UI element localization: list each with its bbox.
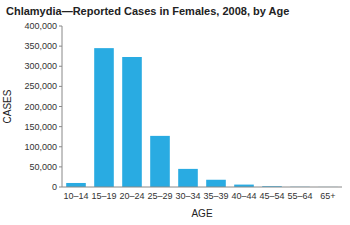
y-tick-label: 350,000 [24,41,57,51]
bar [94,48,114,187]
bar [66,183,86,187]
title: Chlamydia—Reported Cases in Females, 200… [6,5,289,17]
chart: Chlamydia—Reported Cases in Females, 200… [0,0,350,225]
x-tick-label: 20–24 [119,191,144,201]
y-tick-label: 250,000 [24,81,57,91]
y-axis-line [62,26,63,187]
y-axis-label: CASES [2,89,13,123]
x-tick-label: 45–54 [259,191,284,201]
x-tick-label: 15–19 [91,191,116,201]
bar [206,180,226,187]
bar [150,136,170,187]
x-tick-label: 55–64 [287,191,312,201]
bars [66,48,338,187]
x-axis-label: AGE [191,208,212,219]
y-tick-label: 400,000 [24,21,57,31]
y-tick-label: 0 [52,182,57,192]
x-axis-line [62,187,342,188]
y-tick-label: 100,000 [24,142,57,152]
bar [122,57,142,187]
x-tick-label: 35–39 [203,191,228,201]
x-tick-label: 10–14 [63,191,88,201]
x-tick-label: 40–44 [231,191,256,201]
y-tick-label: 150,000 [24,122,57,132]
bar [178,169,198,187]
y-tick-label: 300,000 [24,61,57,71]
y-tick-label: 50,000 [29,162,57,172]
x-tick-label: 30–34 [175,191,200,201]
x-tick-label: 65+ [320,191,335,201]
y-tick-label: 200,000 [24,102,57,112]
x-tick-label: 25–29 [147,191,172,201]
